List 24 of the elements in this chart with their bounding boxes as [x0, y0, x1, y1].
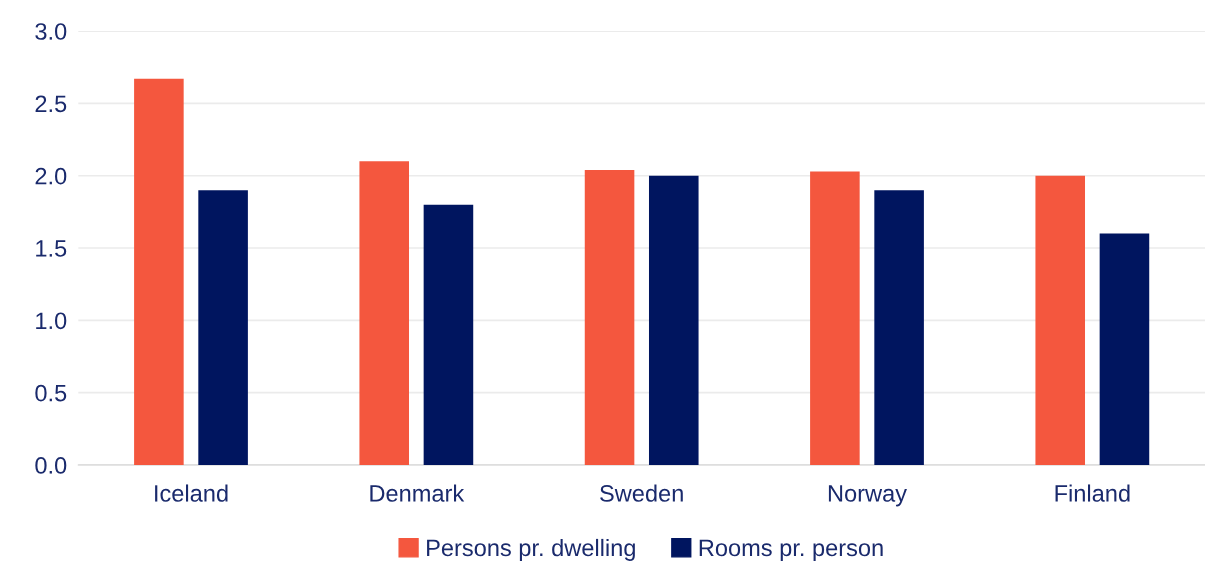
- x-tick-label: Norway: [828, 485, 907, 507]
- y-tick-label: 1.0: [36, 312, 67, 330]
- y-tick-label: 1.5: [36, 240, 67, 257]
- bar: [648, 175, 699, 465]
- x-tick-label: Denmark: [370, 484, 465, 502]
- legend-label: Persons pr. dwelling: [427, 538, 635, 561]
- bar: [810, 171, 860, 465]
- y-tick-label: 3.0: [35, 23, 67, 40]
- bar: [1035, 175, 1086, 465]
- bar: [359, 161, 409, 465]
- bar: [423, 204, 474, 465]
- bar: [874, 190, 924, 465]
- x-tick-label: Iceland: [155, 484, 228, 502]
- x-tick-label: Sweden: [600, 484, 683, 502]
- bar: [134, 78, 184, 465]
- x-tick-label: Finland: [1055, 484, 1130, 502]
- bar: [584, 169, 635, 465]
- y-tick-label: 0.0: [35, 457, 67, 474]
- y-tick-label: 2.5: [35, 95, 67, 113]
- bar: [1099, 233, 1150, 465]
- bar: [198, 190, 248, 465]
- y-tick-label: 0.5: [35, 384, 67, 402]
- legend-label: Rooms pr. person: [699, 539, 883, 561]
- y-tick-label: 2.0: [35, 167, 67, 185]
